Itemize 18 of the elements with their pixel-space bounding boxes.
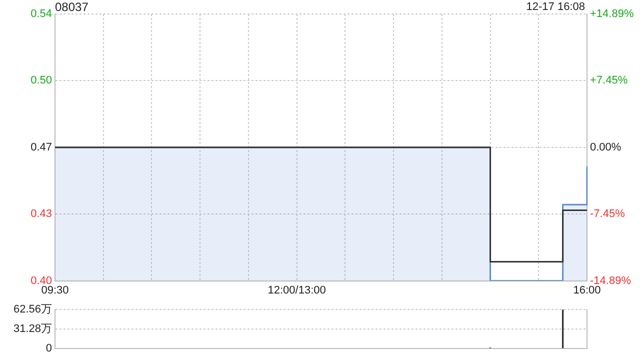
x-tick-label: 16:00 xyxy=(573,284,601,296)
y2-tick-label: 0.00% xyxy=(590,141,622,154)
y-tick-label: 0 xyxy=(46,342,52,354)
y-tick-label: 0.54 xyxy=(30,8,52,20)
chart-title: 08037 xyxy=(55,0,88,14)
text: 12-17 16:08 xyxy=(526,1,585,13)
y2-tick-label: +7.45% xyxy=(590,74,628,87)
y2-tick-label: -14.89% xyxy=(590,274,632,287)
y-tick-label: 0.40 xyxy=(30,274,52,287)
y2-tick-label: +14.89% xyxy=(590,8,634,20)
y-tick-label: 0.47 xyxy=(30,141,52,154)
y-tick-label: 31.28万 xyxy=(13,323,52,336)
y2-tick-label: -7.45% xyxy=(590,208,626,220)
y-tick-label: 62.56万 xyxy=(13,304,52,316)
x-tick-label: 12:00/13:00 xyxy=(268,284,326,296)
y-tick-label: 0.50 xyxy=(30,74,52,87)
y-tick-label: 0.43 xyxy=(30,208,52,220)
x-tick-label: 09:30 xyxy=(41,284,69,296)
